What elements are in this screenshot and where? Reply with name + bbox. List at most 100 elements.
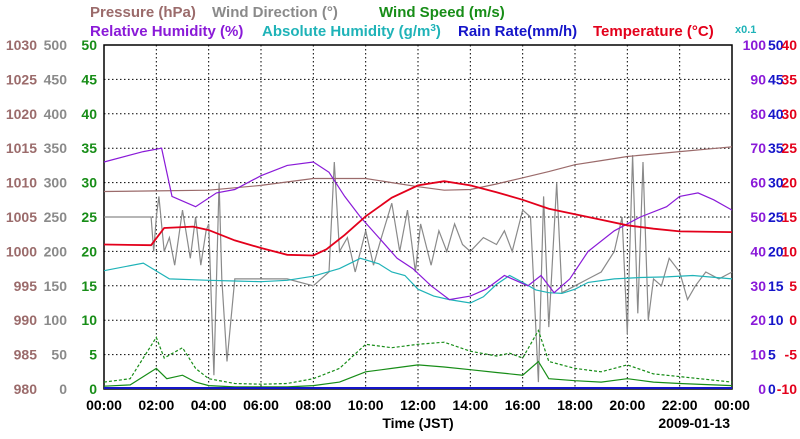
y-tick-label: 90 xyxy=(750,71,766,87)
x-tick-label: 22:00 xyxy=(662,397,698,413)
y-tick-label: 200 xyxy=(44,243,68,259)
y-tick-label: -10 xyxy=(777,381,797,397)
y-tick-label: 100 xyxy=(44,312,68,328)
y-tick-label: 5 xyxy=(89,347,97,363)
y-tick-label: 15 xyxy=(781,209,797,225)
y-tick-label: 500 xyxy=(44,37,68,53)
y-tick-label: 50 xyxy=(51,347,67,363)
y-tick-label: 50 xyxy=(750,209,766,225)
title-absolute-humidity: Absolute Humidity (g/m3) xyxy=(262,23,441,41)
y-tick-label: 0 xyxy=(789,312,797,328)
y-tick-label: 990 xyxy=(14,312,38,328)
y-tick-label: 40 xyxy=(781,37,797,53)
title-wind-speed: Wind Speed (m/s) xyxy=(379,4,505,21)
date-label: 2009-01-13 xyxy=(658,415,730,431)
y-tick-label: 30 xyxy=(81,175,97,191)
y-tick-label: 70 xyxy=(750,140,766,156)
x-axis: 00:00 02:00 04:00 06:00 08:00 10:00 12:00 14:00… xyxy=(86,397,750,413)
x-tick-label: 10:00 xyxy=(348,397,384,413)
y-tick-label: 450 xyxy=(44,71,68,87)
y-tick-label: 1020 xyxy=(6,106,37,122)
x-tick-label: 16:00 xyxy=(505,397,541,413)
y-tick-label: 15 xyxy=(81,278,97,294)
x-tick-label: 04:00 xyxy=(191,397,227,413)
y-tick-label: 35 xyxy=(781,71,797,87)
y-tick-label: 985 xyxy=(14,347,38,363)
x-tick-label: 12:00 xyxy=(400,397,436,413)
series-wind-speed xyxy=(103,360,733,388)
y-tick-label: 60 xyxy=(750,175,766,191)
series-wind-speed-gust xyxy=(103,329,733,385)
y-tick-label: 30 xyxy=(768,175,784,191)
y-tick-label: 45 xyxy=(81,71,97,87)
y-axes: 1030102510201015101010051000995990985980… xyxy=(6,37,797,397)
x-axis-label: Time (JST) xyxy=(382,415,453,431)
y-tick-label: 1010 xyxy=(6,175,37,191)
y-tick-label: 25 xyxy=(81,209,97,225)
x-tick-label: 08:00 xyxy=(295,397,331,413)
y-tick-label: 50 xyxy=(81,37,97,53)
x-tick-label: 06:00 xyxy=(243,397,279,413)
series-wind-direction xyxy=(104,155,733,383)
y-tick-label: 10 xyxy=(768,312,784,328)
y-tick-label: 35 xyxy=(768,140,784,156)
series-layer xyxy=(103,146,733,388)
x-tick-label: 18:00 xyxy=(557,397,593,413)
y-axis-temperature: 40 35 30 25 20 15 10 5 0 -5 -10 xyxy=(777,37,797,397)
y-tick-label: 1005 xyxy=(6,209,37,225)
y-tick-label: 0 xyxy=(758,381,766,397)
title-pressure: Pressure (hPa) xyxy=(90,4,196,21)
title-row-1: Pressure (hPa) Wind Direction (°) Wind S… xyxy=(90,4,505,21)
title-wind-direction: Wind Direction (°) xyxy=(212,4,338,21)
y-tick-label: 35 xyxy=(81,140,97,156)
y-tick-label: 400 xyxy=(44,106,68,122)
x-tick-label: 14:00 xyxy=(452,397,488,413)
y-tick-label: 350 xyxy=(44,140,68,156)
y-tick-label: 150 xyxy=(44,278,68,294)
y-tick-label: 5 xyxy=(789,278,797,294)
y-tick-label: 1000 xyxy=(6,243,37,259)
series-pressure xyxy=(103,146,733,193)
y-tick-label: 45 xyxy=(768,71,784,87)
title-relative-humidity: Relative Humidity (%) xyxy=(90,23,243,40)
grid xyxy=(104,45,732,389)
title-temperature: Temperature (°C) xyxy=(593,23,714,40)
y-tick-label: 20 xyxy=(781,175,797,191)
series-relative-humidity xyxy=(103,147,733,301)
y-tick-label: 80 xyxy=(750,106,766,122)
y-tick-label: 100 xyxy=(743,37,767,53)
y-tick-label: 15 xyxy=(768,278,784,294)
y-tick-label: 25 xyxy=(768,209,784,225)
y-tick-label: -5 xyxy=(785,347,798,363)
title-row-2: Relative Humidity (%) Absolute Humidity … xyxy=(90,23,714,41)
y-tick-label: 1015 xyxy=(6,140,37,156)
y-tick-label: 0 xyxy=(768,381,776,397)
y-tick-label: 20 xyxy=(81,243,97,259)
y-tick-label: 30 xyxy=(781,106,797,122)
y-tick-label: 980 xyxy=(14,381,38,397)
y-tick-label: 300 xyxy=(44,175,68,191)
y-tick-label: 20 xyxy=(750,312,766,328)
title-rain-rate: Rain Rate(mm/h) xyxy=(458,23,577,40)
x-tick-label: 02:00 xyxy=(138,397,174,413)
x-tick-label: 20:00 xyxy=(609,397,645,413)
y-tick-label: 10 xyxy=(781,243,797,259)
y-tick-label: 25 xyxy=(781,140,797,156)
y-axis-pressure: 1030 1025 1020 1015 1010 1005 1000 995 990 985 980 xyxy=(6,37,37,397)
y-tick-label: 1030 xyxy=(6,37,37,53)
y-tick-label: 5 xyxy=(768,347,776,363)
x-tick-label: 00:00 xyxy=(86,397,122,413)
series-temperature xyxy=(103,180,733,257)
y-tick-label: 0 xyxy=(89,381,97,397)
x-tick-label: 00:00 xyxy=(714,397,750,413)
absolute-humidity-scale-note: x0.1 xyxy=(735,24,756,36)
y-tick-label: 40 xyxy=(750,243,766,259)
y-tick-label: 30 xyxy=(750,278,766,294)
y-tick-label: 20 xyxy=(768,243,784,259)
y-tick-label: 250 xyxy=(44,209,68,225)
